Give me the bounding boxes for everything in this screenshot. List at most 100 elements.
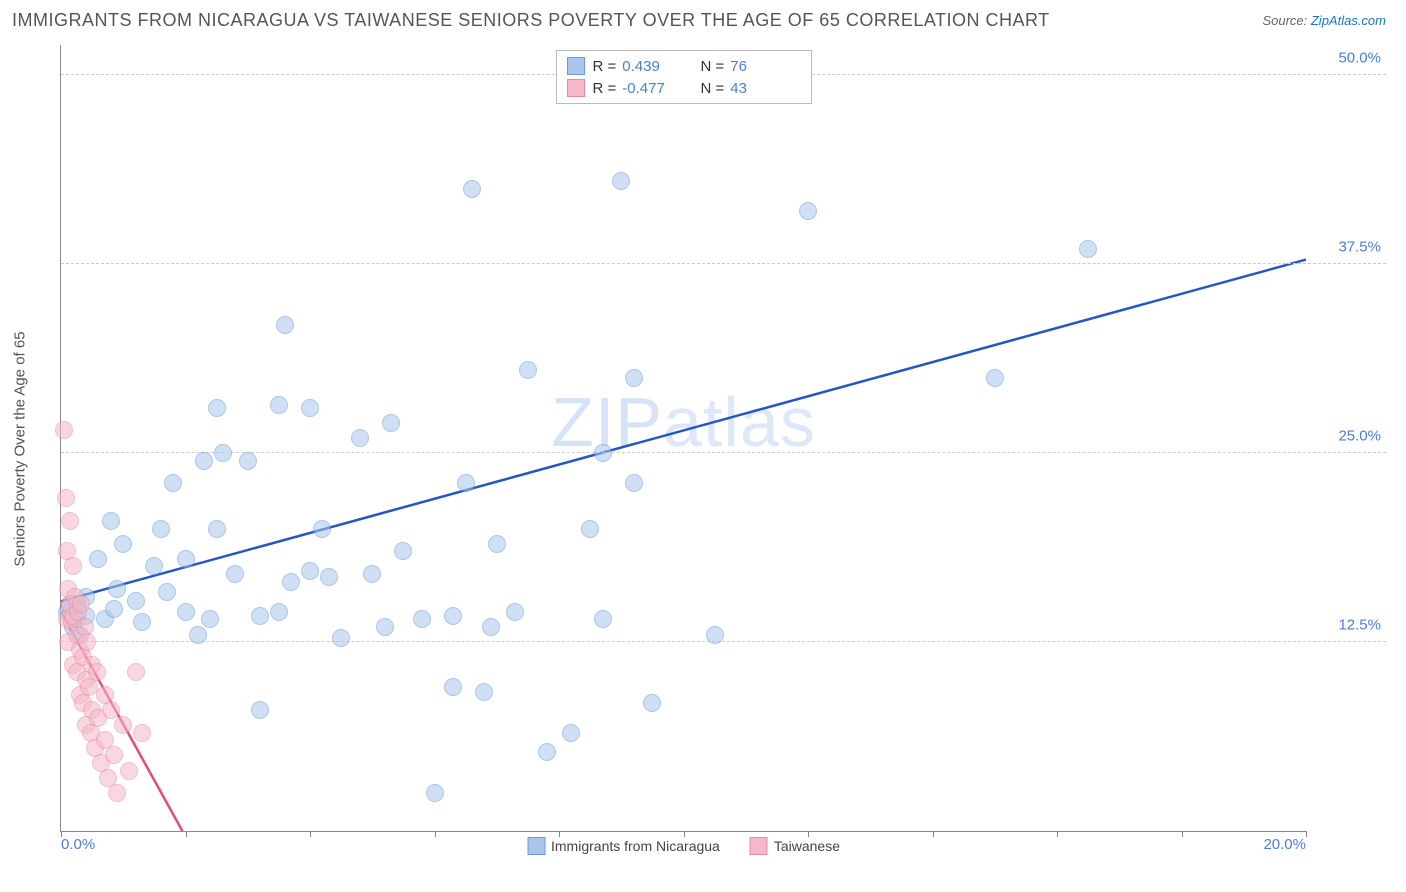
x-tick (435, 831, 436, 837)
data-point-series-0 (457, 474, 475, 492)
data-point-series-0 (127, 592, 145, 610)
x-tick (1057, 831, 1058, 837)
chart-header: IMMIGRANTS FROM NICARAGUA VS TAIWANESE S… (0, 0, 1406, 39)
data-point-series-0 (108, 580, 126, 598)
x-tick (933, 831, 934, 837)
data-point-series-0 (276, 316, 294, 334)
data-point-series-0 (426, 784, 444, 802)
grid-line (61, 641, 1386, 642)
data-point-series-1 (114, 716, 132, 734)
data-point-series-0 (488, 535, 506, 553)
data-point-series-0 (270, 603, 288, 621)
data-point-series-0 (482, 618, 500, 636)
data-point-series-0 (1079, 240, 1097, 258)
data-point-series-0 (251, 701, 269, 719)
r-value-0: 0.439 (622, 58, 660, 75)
data-point-series-0 (189, 626, 207, 644)
data-point-series-1 (72, 595, 90, 613)
y-tick-label: 12.5% (1338, 617, 1381, 634)
data-point-series-0 (594, 444, 612, 462)
legend-item-1: Taiwanese (750, 837, 840, 855)
data-point-series-0 (351, 429, 369, 447)
data-point-series-0 (301, 399, 319, 417)
data-point-series-0 (506, 603, 524, 621)
legend-swatch-1 (567, 79, 585, 97)
n-label: N = (701, 80, 725, 97)
data-point-series-0 (114, 535, 132, 553)
legend-swatch-0 (567, 57, 585, 75)
data-point-series-0 (376, 618, 394, 636)
legend-stats-box: R = 0.439 N = 76 R = -0.477 N = 43 (556, 50, 812, 104)
data-point-series-0 (382, 414, 400, 432)
data-point-series-0 (799, 202, 817, 220)
legend-bottom-swatch-0 (527, 837, 545, 855)
data-point-series-0 (594, 610, 612, 628)
x-tick-label: 0.0% (61, 836, 95, 853)
data-point-series-1 (102, 701, 120, 719)
data-point-series-0 (475, 683, 493, 701)
source-attribution: Source: ZipAtlas.com (1262, 13, 1386, 28)
x-tick (808, 831, 809, 837)
r-value-1: -0.477 (622, 80, 665, 97)
data-point-series-0 (226, 565, 244, 583)
data-point-series-0 (320, 568, 338, 586)
source-link[interactable]: ZipAtlas.com (1311, 13, 1386, 28)
data-point-series-0 (413, 610, 431, 628)
y-tick-label: 37.5% (1338, 239, 1381, 256)
data-point-series-0 (152, 520, 170, 538)
data-point-series-0 (158, 583, 176, 601)
y-tick-label: 25.0% (1338, 428, 1381, 445)
r-label: R = (593, 58, 617, 75)
data-point-series-0 (612, 172, 630, 190)
legend-item-0: Immigrants from Nicaragua (527, 837, 720, 855)
y-axis-label: Seniors Poverty Over the Age of 65 (12, 331, 29, 566)
data-point-series-0 (562, 724, 580, 742)
data-point-series-1 (55, 421, 73, 439)
data-point-series-0 (282, 573, 300, 591)
data-point-series-0 (332, 629, 350, 647)
data-point-series-1 (88, 663, 106, 681)
trend-lines-svg (61, 45, 1306, 831)
data-point-series-0 (102, 512, 120, 530)
data-point-series-0 (519, 361, 537, 379)
legend-bottom-swatch-1 (750, 837, 768, 855)
data-point-series-1 (78, 633, 96, 651)
data-point-series-0 (625, 369, 643, 387)
grid-line (61, 452, 1386, 453)
data-point-series-0 (89, 550, 107, 568)
data-point-series-0 (195, 452, 213, 470)
data-point-series-0 (581, 520, 599, 538)
data-point-series-0 (177, 550, 195, 568)
data-point-series-0 (394, 542, 412, 560)
legend-stats-row-0: R = 0.439 N = 76 (567, 55, 801, 77)
data-point-series-0 (363, 565, 381, 583)
data-point-series-0 (164, 474, 182, 492)
data-point-series-0 (214, 444, 232, 462)
data-point-series-0 (313, 520, 331, 538)
data-point-series-0 (538, 743, 556, 761)
n-value-1: 43 (730, 80, 747, 97)
data-point-series-1 (108, 784, 126, 802)
data-point-series-0 (706, 626, 724, 644)
legend-stats-row-1: R = -0.477 N = 43 (567, 77, 801, 99)
x-tick-label: 20.0% (1263, 836, 1306, 853)
x-tick (684, 831, 685, 837)
data-point-series-0 (145, 557, 163, 575)
data-point-series-1 (64, 557, 82, 575)
data-point-series-1 (127, 663, 145, 681)
x-tick (186, 831, 187, 837)
legend-bottom-label-0: Immigrants from Nicaragua (551, 838, 720, 854)
x-tick (1182, 831, 1183, 837)
data-point-series-1 (61, 512, 79, 530)
data-point-series-1 (105, 746, 123, 764)
n-value-0: 76 (730, 58, 747, 75)
n-label: N = (701, 58, 725, 75)
data-point-series-0 (625, 474, 643, 492)
source-prefix: Source: (1262, 13, 1310, 28)
data-point-series-0 (105, 600, 123, 618)
watermark: ZIPatlas (551, 382, 816, 462)
trend-line-0 (61, 260, 1306, 602)
data-point-series-1 (120, 762, 138, 780)
x-tick (310, 831, 311, 837)
data-point-series-0 (463, 180, 481, 198)
